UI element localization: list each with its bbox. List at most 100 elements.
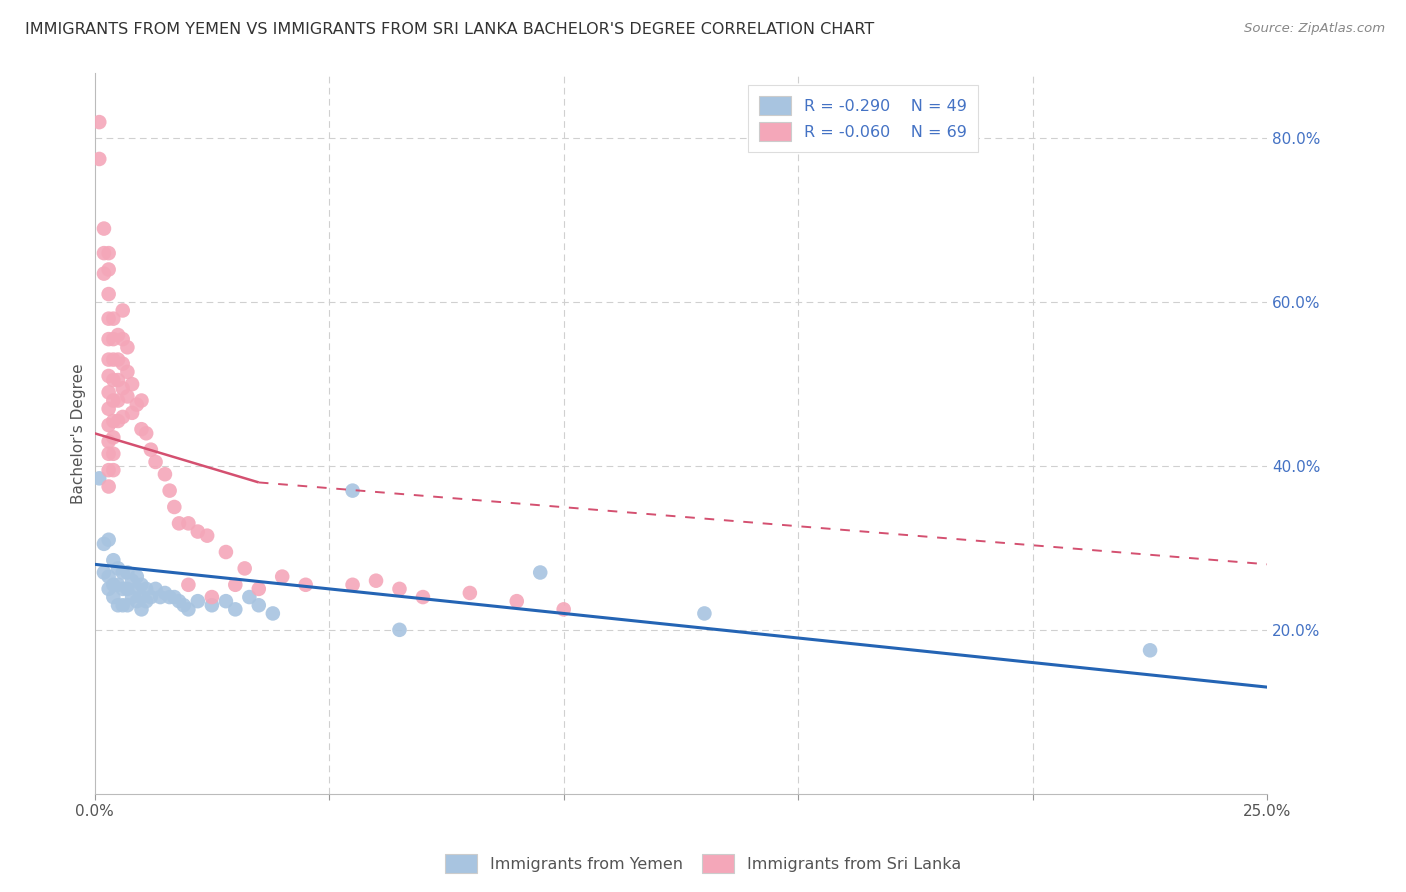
Point — [97, 463, 120, 477]
Point — [103, 373, 125, 387]
Point — [93, 221, 115, 235]
Point — [506, 594, 529, 608]
Point — [139, 590, 162, 604]
Point — [107, 328, 129, 343]
Point — [117, 340, 139, 354]
Point — [97, 582, 120, 596]
Point — [153, 586, 176, 600]
Point — [145, 582, 167, 596]
Point — [529, 566, 551, 580]
Point — [117, 566, 139, 580]
Point — [89, 115, 111, 129]
Point — [131, 590, 153, 604]
Point — [117, 582, 139, 596]
Point — [111, 582, 134, 596]
Point — [107, 393, 129, 408]
Point — [177, 516, 200, 531]
Point — [167, 594, 190, 608]
Point — [215, 594, 238, 608]
Point — [107, 414, 129, 428]
Point — [111, 332, 134, 346]
Point — [364, 574, 387, 588]
Point — [201, 590, 224, 604]
Point — [163, 590, 186, 604]
Point — [97, 352, 120, 367]
Point — [233, 561, 256, 575]
Point — [107, 373, 129, 387]
Point — [89, 152, 111, 166]
Point — [412, 590, 434, 604]
Point — [139, 442, 162, 457]
Point — [1139, 643, 1161, 657]
Point — [121, 574, 143, 588]
Point — [135, 426, 157, 441]
Point — [93, 246, 115, 260]
Point — [121, 377, 143, 392]
Legend: Immigrants from Yemen, Immigrants from Sri Lanka: Immigrants from Yemen, Immigrants from S… — [439, 847, 967, 880]
Point — [103, 430, 125, 444]
Point — [97, 368, 120, 383]
Point — [97, 311, 120, 326]
Text: Source: ZipAtlas.com: Source: ZipAtlas.com — [1244, 22, 1385, 36]
Point — [121, 590, 143, 604]
Point — [103, 393, 125, 408]
Point — [201, 599, 224, 613]
Point — [145, 455, 167, 469]
Text: IMMIGRANTS FROM YEMEN VS IMMIGRANTS FROM SRI LANKA BACHELOR'S DEGREE CORRELATION: IMMIGRANTS FROM YEMEN VS IMMIGRANTS FROM… — [25, 22, 875, 37]
Point — [247, 582, 270, 596]
Point — [111, 599, 134, 613]
Point — [342, 483, 364, 498]
Point — [97, 287, 120, 301]
Point — [195, 529, 218, 543]
Point — [693, 607, 716, 621]
Point — [187, 594, 209, 608]
Point — [111, 409, 134, 424]
Point — [262, 607, 284, 621]
Point — [125, 582, 148, 596]
Y-axis label: Bachelor's Degree: Bachelor's Degree — [72, 363, 86, 504]
Point — [388, 582, 411, 596]
Legend: R = -0.290    N = 49, R = -0.060    N = 69: R = -0.290 N = 49, R = -0.060 N = 69 — [748, 85, 979, 153]
Point — [103, 553, 125, 567]
Point — [103, 447, 125, 461]
Point — [93, 537, 115, 551]
Point — [97, 434, 120, 449]
Point — [238, 590, 260, 604]
Point — [103, 590, 125, 604]
Point — [93, 267, 115, 281]
Point — [149, 590, 172, 604]
Point — [107, 578, 129, 592]
Point — [117, 389, 139, 403]
Point — [107, 561, 129, 575]
Point — [215, 545, 238, 559]
Point — [111, 303, 134, 318]
Point — [135, 594, 157, 608]
Point — [111, 357, 134, 371]
Point — [125, 398, 148, 412]
Point — [97, 533, 120, 547]
Point — [125, 569, 148, 583]
Point — [97, 332, 120, 346]
Point — [224, 578, 246, 592]
Point — [89, 471, 111, 485]
Point — [97, 447, 120, 461]
Point — [271, 569, 294, 583]
Point — [97, 479, 120, 493]
Point — [97, 246, 120, 260]
Point — [111, 566, 134, 580]
Point — [131, 578, 153, 592]
Point — [111, 381, 134, 395]
Point — [97, 262, 120, 277]
Point — [177, 602, 200, 616]
Point — [458, 586, 481, 600]
Point — [97, 401, 120, 416]
Point — [247, 599, 270, 613]
Point — [224, 602, 246, 616]
Point — [163, 500, 186, 514]
Point — [159, 483, 181, 498]
Point — [107, 352, 129, 367]
Point — [103, 332, 125, 346]
Point — [103, 414, 125, 428]
Point — [97, 385, 120, 400]
Point — [97, 569, 120, 583]
